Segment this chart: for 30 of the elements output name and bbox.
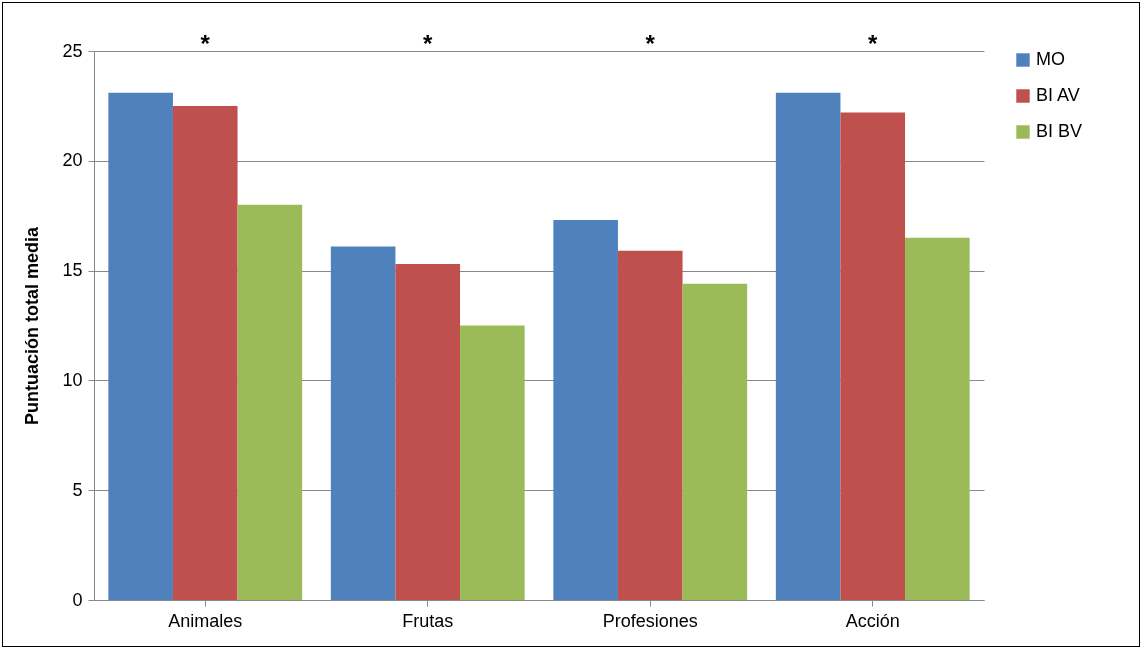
bar	[775, 92, 841, 600]
x-tick-label: Frutas	[402, 610, 454, 631]
bar	[553, 220, 618, 600]
y-tick-label: 15	[62, 260, 83, 281]
bar	[395, 264, 461, 600]
x-tick-label: Profesiones	[602, 610, 698, 631]
bar	[460, 325, 525, 600]
bar	[682, 283, 748, 600]
bar	[108, 92, 173, 600]
y-tick-label: 5	[72, 479, 83, 500]
y-tick-label: 10	[62, 369, 83, 390]
bar	[840, 112, 906, 600]
y-axis-title: Puntuación total media	[22, 226, 43, 426]
annotation: *	[423, 30, 434, 57]
x-tick-label: Acción	[845, 610, 900, 631]
annotation: *	[868, 30, 879, 57]
y-tick-label: 25	[62, 40, 83, 61]
y-tick-label: 0	[72, 589, 83, 610]
bar	[172, 105, 238, 600]
bar	[617, 250, 683, 600]
bar	[905, 237, 970, 600]
x-tick-label: Animales	[168, 610, 243, 631]
annotation: *	[200, 30, 211, 57]
bar	[330, 246, 396, 600]
legend-label: BI AV	[1036, 85, 1080, 105]
bar	[237, 204, 303, 600]
annotation: *	[645, 30, 656, 57]
y-tick-label: 20	[62, 150, 83, 171]
legend-label: MO	[1036, 49, 1065, 69]
legend-label: BI BV	[1036, 121, 1083, 141]
